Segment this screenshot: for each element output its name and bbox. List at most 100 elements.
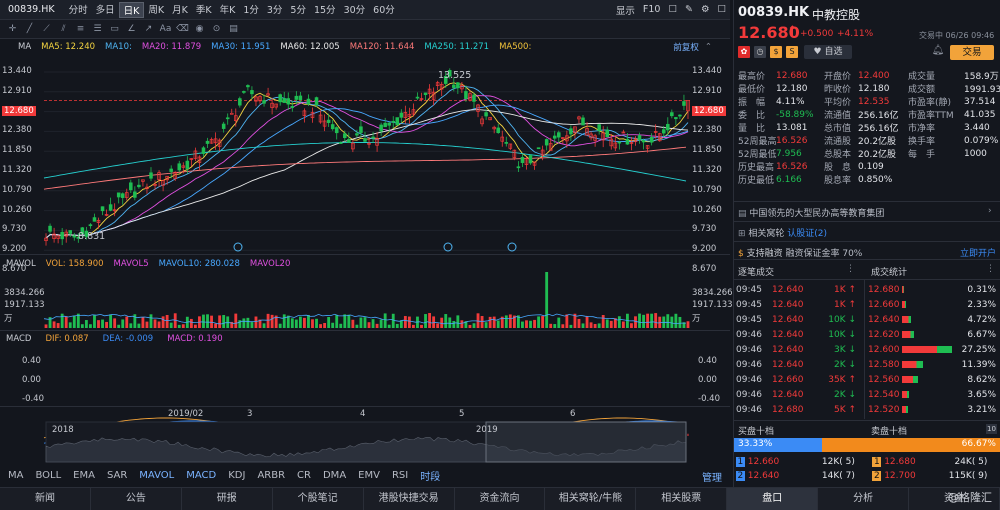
book-cell: 12.700 <box>884 471 916 481</box>
bottom-tab-8[interactable]: 盘口 <box>727 488 819 510</box>
short-icon: $ <box>770 46 782 58</box>
adjust-mode-link[interactable]: 前复权 <box>673 43 699 53</box>
candle-body <box>528 155 533 164</box>
period-tab-3[interactable]: 周K <box>148 4 165 16</box>
period-tab-1[interactable]: 多日 <box>95 4 115 16</box>
bottom-tab-5[interactable]: 资金流向 <box>455 488 546 510</box>
pen-icon[interactable]: ✎ <box>684 4 693 15</box>
trash-icon[interactable]: ▤ <box>229 24 238 34</box>
indicator-tab-kdj[interactable]: KDJ <box>228 469 246 481</box>
checkbox-icon[interactable]: ☐ <box>668 4 677 15</box>
eye-icon[interactable]: ◉ <box>195 24 204 34</box>
period-tab-0[interactable]: 分时 <box>68 4 88 16</box>
arrow-tool-icon[interactable]: ↗ <box>144 24 153 34</box>
ten-level-toggle[interactable]: 10 <box>986 424 997 434</box>
indicator-tab-boll[interactable]: BOLL <box>35 469 62 481</box>
volume-bar <box>428 313 431 328</box>
certs-link[interactable]: 认股证(2) <box>787 229 828 239</box>
text-tool-icon[interactable]: Aa <box>159 24 172 34</box>
collapse-icon[interactable]: ⌃ <box>704 42 712 52</box>
indicator-tab-emv[interactable]: EMV <box>358 469 380 481</box>
dist-more-icon[interactable]: ⋮ <box>986 264 995 274</box>
tick-cell: 09:46 <box>736 404 762 415</box>
candle-body <box>427 88 432 94</box>
indicator-tab-dma[interactable]: DMA <box>322 469 347 481</box>
period-tab-5[interactable]: 季K <box>195 4 212 16</box>
add-watchlist-button[interactable]: ♥ 自选 <box>804 45 852 59</box>
indicator-tab-sar[interactable]: SAR <box>106 469 128 481</box>
period-tab-4[interactable]: 月K <box>172 4 188 16</box>
candle-body <box>141 179 145 182</box>
indicator-tab-ma[interactable]: MA <box>8 469 24 481</box>
indicator-tab-mavol[interactable]: MAVOL <box>139 469 175 481</box>
period-tab-9[interactable]: 5分 <box>290 4 306 16</box>
candle-body <box>589 133 593 139</box>
period-tab-8[interactable]: 3分 <box>266 4 283 16</box>
bottom-tab-6[interactable]: 相关窝轮/牛熊 <box>545 488 637 510</box>
bell-icon[interactable]: 🔔︎ <box>931 45 945 56</box>
fib-tool-icon[interactable]: ☰ <box>93 24 102 34</box>
candle-body <box>64 231 68 237</box>
parallel-tool-icon[interactable]: ⫽ <box>61 24 66 34</box>
candle-body <box>480 118 484 125</box>
bottom-tab-9[interactable]: 分析 <box>818 488 910 510</box>
line-tool-icon[interactable]: ╱ <box>26 24 33 34</box>
settings-icon[interactable]: ⚙ <box>700 4 710 15</box>
window-icon[interactable]: ☐ <box>717 4 726 15</box>
ticks-more-icon[interactable]: ⋮ <box>846 264 855 274</box>
indicator-tab-rsi[interactable]: RSI <box>391 469 409 481</box>
rect-tool-icon[interactable]: ▭ <box>110 24 119 34</box>
company-desc-row[interactable]: ▤ 中国领先的大型民办高等教育集团 <box>738 206 884 219</box>
manage-button[interactable]: 管理 <box>702 473 722 484</box>
indicator-tab-cr[interactable]: CR <box>297 469 311 481</box>
bottom-tab-7[interactable]: 相关股票 <box>636 488 728 510</box>
erase-tool-icon[interactable]: ⌫ <box>176 24 189 34</box>
candle-body <box>609 138 614 147</box>
stat-value: 0.079% <box>964 135 999 146</box>
bottom-tab-2[interactable]: 研报 <box>182 488 273 510</box>
crosshair-icon[interactable]: ✛ <box>8 24 17 34</box>
candle-body <box>72 235 77 238</box>
period-tab-7[interactable]: 1分 <box>243 4 259 16</box>
indicator-tab-ema[interactable]: EMA <box>73 469 95 481</box>
ma-legend: MA MA5: 12.240 MA10: MA20: 11.879 MA30: 11.… <box>0 40 730 54</box>
lock-icon[interactable]: ⊙ <box>212 24 221 34</box>
book-cell: 2 <box>872 471 882 481</box>
bottom-tab-10[interactable]: 资金 <box>909 488 1000 510</box>
period-tab-6[interactable]: 年K <box>219 4 236 16</box>
kline-chart[interactable] <box>0 54 730 466</box>
margin-rate: 融资保证金率 70% <box>785 249 863 259</box>
ray-tool-icon[interactable]: ⟋ <box>43 24 50 34</box>
open-account-link[interactable]: 立即开户 <box>960 249 997 259</box>
candle-body <box>645 145 650 149</box>
candle-body <box>96 219 101 224</box>
volume-bar <box>307 314 310 328</box>
indicator-tab-macd[interactable]: MACD <box>186 469 217 481</box>
period-tab-10[interactable]: 15分 <box>313 4 336 16</box>
trade-button[interactable]: 交易 <box>950 45 994 60</box>
bottom-tab-3[interactable]: 个股笔记 <box>273 488 364 510</box>
price-tick-right: 9.730 <box>692 224 717 235</box>
volume-bar <box>375 323 379 328</box>
stat-value: 12.180 <box>858 83 890 94</box>
volume-bar <box>585 316 589 328</box>
stat-value: 20.2亿股 <box>858 137 897 147</box>
f10-button[interactable]: F10 <box>642 4 661 15</box>
period-tab-12[interactable]: 60分 <box>373 4 395 16</box>
display-menu[interactable]: 显示 <box>615 5 635 17</box>
dist-bar <box>902 406 908 413</box>
bottom-tab-4[interactable]: 港股快捷交易 <box>364 488 455 510</box>
volume-bar <box>56 323 60 328</box>
period-tab-11[interactable]: 30分 <box>343 4 366 16</box>
candle-body <box>399 112 404 118</box>
indicator-tab-arbr[interactable]: ARBR <box>257 469 286 481</box>
channel-tool-icon[interactable]: ≡ <box>76 24 85 34</box>
angle-tool-icon[interactable]: ∠ <box>127 24 136 34</box>
candle-body <box>403 112 408 118</box>
bottom-tab-0[interactable]: 新闻 <box>0 488 91 510</box>
period-tab-2[interactable]: 日K <box>118 1 145 18</box>
indicator-tab-时段[interactable]: 时段 <box>420 471 441 483</box>
tick-cell: 2K ↓ <box>833 389 856 400</box>
volume-bar <box>214 323 218 328</box>
bottom-tab-1[interactable]: 公告 <box>91 488 182 510</box>
